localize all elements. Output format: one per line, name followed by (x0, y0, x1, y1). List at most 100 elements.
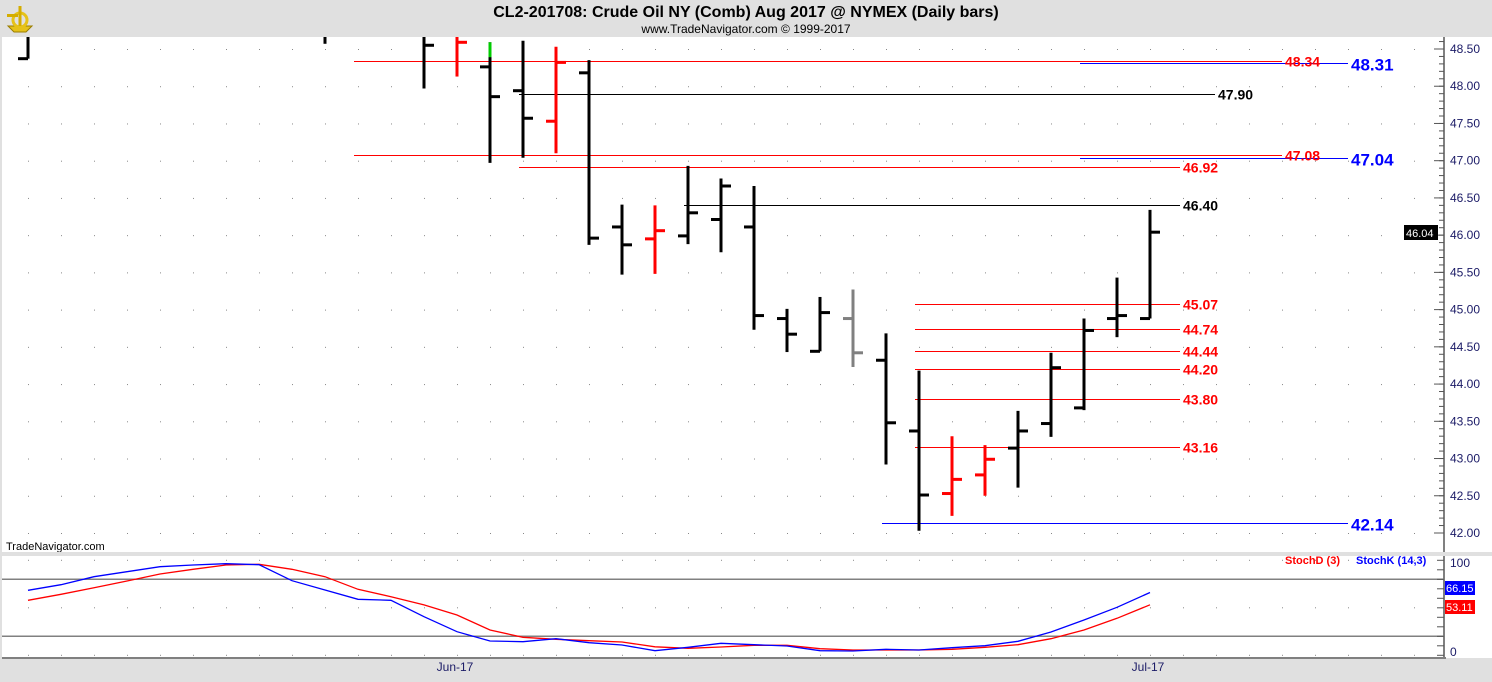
grid-dot (1051, 235, 1052, 237)
grid-dot (556, 346, 557, 348)
grid-dot (259, 309, 260, 311)
grid-dot (457, 654, 458, 656)
grid-dot (424, 235, 425, 237)
grid-dot (787, 495, 788, 497)
grid-dot (1414, 49, 1415, 50)
grid-dot (61, 607, 62, 609)
grid-dot (193, 86, 194, 88)
grid-dot (94, 160, 95, 162)
grid-dot (952, 559, 953, 561)
grid-dot (1381, 309, 1382, 311)
grid-dot (523, 654, 524, 656)
grid-dot (1315, 495, 1316, 497)
grid-dot (127, 607, 128, 609)
grid-dot (1150, 495, 1151, 497)
grid-dot (1183, 607, 1184, 609)
grid-dot (127, 495, 128, 497)
grid-dot (1117, 86, 1118, 88)
grid-dot (1183, 197, 1184, 199)
grid-dot (721, 495, 722, 497)
stochk-value: 66.15 (1446, 583, 1474, 595)
grid-dot (1216, 607, 1217, 609)
grid-dot (160, 49, 161, 50)
price-axis[interactable] (1445, 37, 1492, 554)
grid-dot (61, 235, 62, 237)
grid-dot (1051, 458, 1052, 460)
grid-dot (1381, 346, 1382, 348)
grid-dot (94, 421, 95, 423)
grid-dot (919, 309, 920, 311)
grid-dot (1381, 160, 1382, 162)
grid-dot (292, 309, 293, 311)
grid-dot (886, 235, 887, 237)
grid-dot (127, 458, 128, 460)
grid-dot (358, 495, 359, 497)
grid-dot (1282, 235, 1283, 237)
grid-dot (1018, 49, 1019, 50)
grid-dot (655, 197, 656, 199)
stoch-tick-100: 100 (1450, 556, 1470, 570)
grid-dot (622, 384, 623, 386)
grid-dot (1282, 559, 1283, 561)
price-panel[interactable] (2, 37, 1444, 552)
price-tick-label: 43.00 (1450, 452, 1480, 466)
panel-divider[interactable] (0, 552, 1492, 556)
grid-dot (28, 654, 29, 656)
grid-dot (589, 607, 590, 609)
grid-dot (1018, 235, 1019, 237)
grid-dot (655, 123, 656, 125)
grid-dot (193, 346, 194, 348)
grid-dot (820, 421, 821, 423)
grid-dot (28, 197, 29, 199)
grid-dot (886, 559, 887, 561)
grid-dot (1216, 49, 1217, 50)
grid-dot (1249, 532, 1250, 534)
grid-dot (160, 197, 161, 199)
grid-dot (820, 532, 821, 534)
grid-dot (490, 346, 491, 348)
stochd-value-tag (1445, 600, 1475, 614)
grid-dot (193, 235, 194, 237)
grid-dot (1084, 654, 1085, 656)
stochastic-axis-ticks (1437, 559, 1444, 656)
grid-dot (622, 86, 623, 88)
grid-dot (1084, 123, 1085, 125)
grid-dot (490, 272, 491, 274)
grid-dot (1348, 654, 1349, 656)
grid-dot (457, 123, 458, 125)
grid-dot (589, 458, 590, 460)
grid-dot (688, 160, 689, 162)
grid-dot (61, 160, 62, 162)
grid-dot (886, 272, 887, 274)
grid-dot (1282, 384, 1283, 386)
grid-dot (358, 654, 359, 656)
grid-dot (1051, 197, 1052, 199)
grid-dot (226, 123, 227, 125)
grid-dot (754, 384, 755, 386)
grid-dot (28, 346, 29, 348)
grid-dot (94, 384, 95, 386)
grid-dot (391, 346, 392, 348)
grid-dot (1414, 272, 1415, 274)
grid-dot (457, 235, 458, 237)
x-tick-label: Jul-17 (1132, 660, 1165, 674)
grid-dot (1282, 346, 1283, 348)
legend-stochd: StochD (3) (1285, 555, 1340, 567)
grid-dot (358, 559, 359, 561)
grid-dot (28, 495, 29, 497)
grid-dot (985, 86, 986, 88)
grid-dot (424, 123, 425, 125)
stochastic-panel[interactable] (2, 556, 1444, 657)
grid-dot (589, 532, 590, 534)
grid-dot (952, 123, 953, 125)
grid-dot (1414, 309, 1415, 311)
grid-dot (391, 235, 392, 237)
grid-dot (655, 654, 656, 656)
grid-dot (523, 309, 524, 311)
grid-dot (325, 384, 326, 386)
grid-dot (688, 607, 689, 609)
grid-dot (1381, 532, 1382, 534)
grid-dot (853, 495, 854, 497)
grid-dot (1282, 123, 1283, 125)
grid-dot (919, 559, 920, 561)
